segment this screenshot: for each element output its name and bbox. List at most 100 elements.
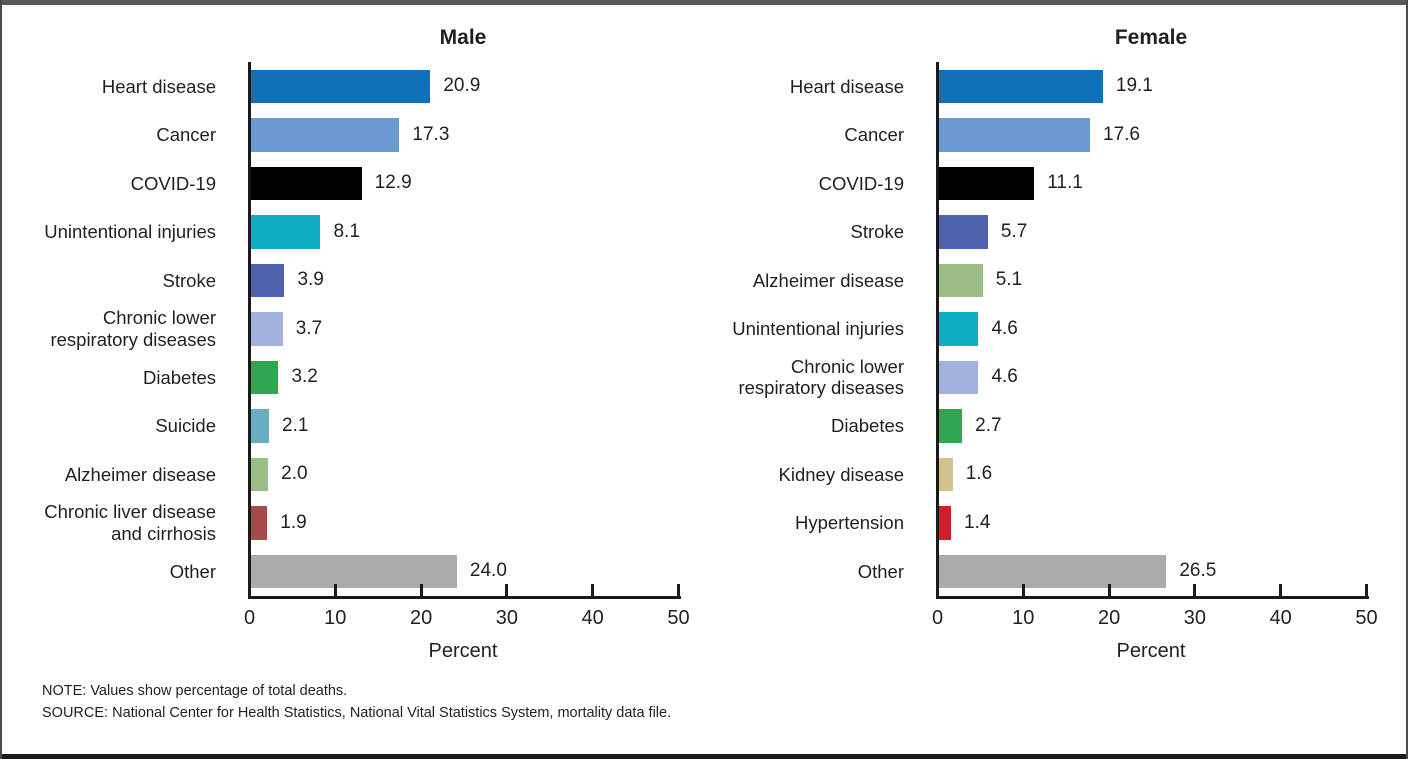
tick-label: 20 — [409, 607, 433, 629]
chart-title-male: Male — [439, 26, 487, 49]
value-label: 4.6 — [991, 317, 1018, 339]
axis-tick — [591, 583, 595, 596]
bar — [939, 118, 1090, 152]
chart-row: Chronic lower respiratory diseases 4.6 — [708, 353, 1388, 402]
frame-right-edge — [1406, 0, 1408, 759]
value-label: 3.7 — [295, 317, 323, 339]
bar — [939, 215, 988, 249]
category-label: Diabetes — [830, 415, 904, 437]
bar-area: 2.1 — [232, 402, 700, 451]
tick-label: 0 — [243, 607, 256, 629]
value-label: 1.6 — [965, 463, 993, 484]
value-label: 19.1 — [1115, 75, 1153, 96]
bar-area: 1.4 — [920, 499, 1388, 548]
category-label: Chronic lower respiratory diseases — [738, 355, 904, 399]
chart-row: COVID-19 11.1 — [708, 159, 1388, 208]
value-label: 2.7 — [975, 414, 1002, 436]
category-label: COVID-19 — [818, 172, 904, 194]
frame-top-rule — [0, 0, 1408, 5]
chart-row: Stroke 3.9 — [20, 256, 700, 305]
axis-tick — [1365, 583, 1368, 596]
value-label: 17.6 — [1103, 123, 1140, 145]
chart-row: Suicide 2.1 — [20, 402, 700, 451]
source-text: SOURCE: National Center for Health Stati… — [42, 705, 672, 721]
category-label: Hypertension — [794, 512, 904, 534]
bar-area: 1.6 — [920, 450, 1388, 499]
frame-bottom-rule — [0, 754, 1408, 759]
chart-panel-female: Female Heart disease 19.1 Cancer 17.6 COVID-… — [708, 26, 1388, 686]
tick-label: 40 — [1269, 607, 1292, 629]
bar — [939, 409, 963, 443]
value-label: 4.6 — [991, 366, 1018, 387]
chart-title-female: Female — [1114, 26, 1188, 49]
category-label: Chronic lower respiratory diseases — [50, 307, 216, 350]
bar-rows: Heart disease 20.9 Cancer 17.3 COVID-19 12.9 U… — [20, 62, 700, 596]
bar-area: 17.6 — [920, 111, 1388, 160]
bar — [939, 166, 1035, 200]
category-label: Stroke — [162, 269, 216, 291]
bar-area: 4.6 — [920, 305, 1388, 354]
x-axis-title: Percent — [428, 640, 498, 662]
category-label: Unintentional injuries — [44, 221, 216, 243]
value-label: 12.9 — [374, 172, 412, 193]
bar — [939, 554, 1167, 588]
frame-left-edge — [0, 0, 2, 759]
bar-area: 5.1 — [920, 256, 1388, 305]
bar — [251, 506, 268, 540]
bar — [939, 312, 979, 346]
bar — [251, 215, 321, 249]
axis-tick — [419, 583, 423, 596]
bar — [939, 506, 951, 540]
bar-area: 4.6 — [920, 353, 1388, 402]
bar — [939, 69, 1103, 103]
chart-row: Heart disease 19.1 — [708, 62, 1388, 111]
bar — [251, 263, 285, 297]
x-axis-line — [248, 595, 681, 599]
bar-area: 17.3 — [232, 111, 700, 160]
tick-label: 0 — [931, 607, 944, 629]
bar — [251, 312, 283, 346]
bar — [251, 457, 269, 491]
axis-tick — [677, 583, 680, 596]
category-label: Kidney disease — [778, 463, 904, 485]
footnotes: NOTE: Values show percentage of total de… — [42, 680, 671, 724]
category-label: Cancer — [156, 124, 216, 146]
chart-row: Hypertension 1.4 — [708, 499, 1388, 548]
bar — [251, 360, 279, 394]
chart-row: Other 26.5 — [708, 547, 1388, 596]
note-text: NOTE: Values show percentage of total de… — [42, 683, 348, 699]
bar-area: 2.0 — [232, 450, 700, 499]
chart-row: Chronic lower respiratory diseases 3.7 — [20, 305, 700, 354]
category-label: Alzheimer disease — [64, 463, 216, 485]
value-label: 2.0 — [281, 463, 308, 484]
value-label: 1.4 — [964, 511, 991, 533]
axis-tick — [1021, 583, 1025, 596]
value-label: 8.1 — [333, 220, 360, 242]
chart-row: Cancer 17.3 — [20, 111, 700, 160]
bar-area: 1.9 — [232, 499, 700, 548]
y-axis-line — [248, 62, 251, 599]
bar — [939, 457, 953, 491]
chart-panel-male: Male Heart disease 20.9 Cancer 17.3 COVID-19… — [20, 26, 700, 686]
chart-row: Diabetes 3.2 — [20, 353, 700, 402]
chart-row: Other 24.0 — [20, 547, 700, 596]
value-label: 24.0 — [469, 560, 507, 581]
bar-area: 11.1 — [920, 159, 1388, 208]
chart-row: COVID-19 12.9 — [20, 159, 700, 208]
bar-area: 2.7 — [920, 402, 1388, 451]
category-label: Other — [857, 560, 904, 582]
bar-area: 5.7 — [920, 208, 1388, 257]
category-label: Unintentional injuries — [732, 318, 904, 340]
value-label: 26.5 — [1179, 560, 1217, 581]
chart-row: Cancer 17.6 — [708, 111, 1388, 160]
axis-tick — [505, 583, 509, 596]
category-label: Suicide — [155, 415, 216, 437]
bar-area: 3.9 — [232, 256, 700, 305]
bar-area: 3.7 — [232, 305, 700, 354]
chart-row: Diabetes 2.7 — [708, 402, 1388, 451]
tick-label: 20 — [1097, 607, 1121, 629]
category-label: Diabetes — [142, 366, 216, 388]
tick-label: 30 — [495, 607, 519, 629]
bar-rows: Heart disease 19.1 Cancer 17.6 COVID-19 11.1 S… — [708, 62, 1388, 596]
category-label: COVID-19 — [130, 172, 216, 194]
